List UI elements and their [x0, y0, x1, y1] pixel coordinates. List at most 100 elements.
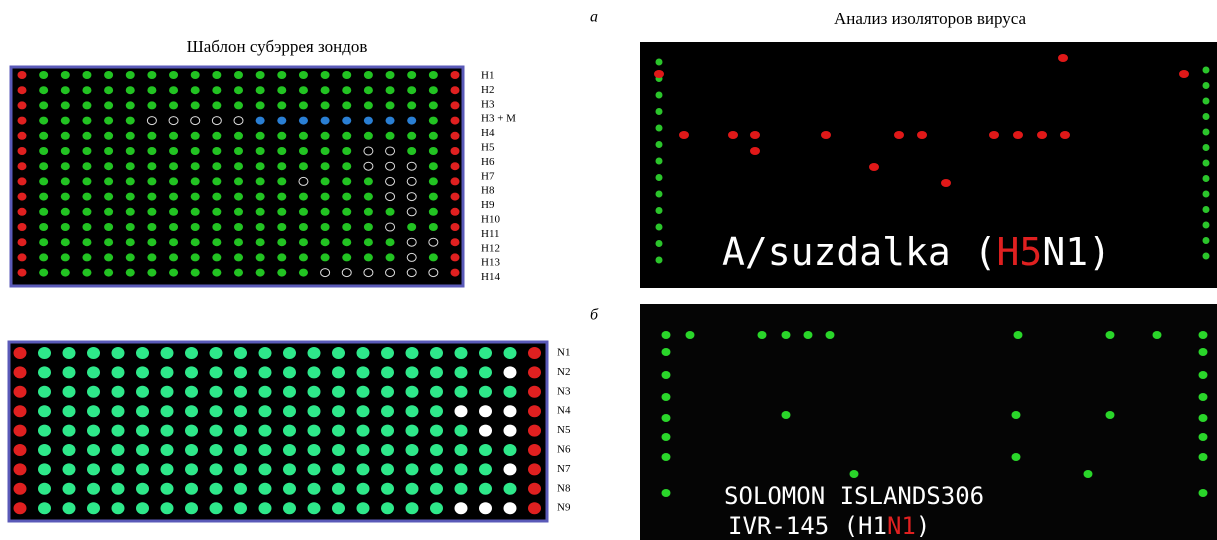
- spot: [381, 463, 394, 476]
- spot: [234, 101, 243, 110]
- spot: [430, 347, 443, 359]
- spot: [1198, 433, 1208, 441]
- spot: [342, 207, 352, 216]
- spot: [147, 131, 157, 140]
- spot: [428, 116, 438, 125]
- spot: [430, 366, 443, 379]
- spot: [277, 86, 287, 95]
- spot: [661, 453, 671, 461]
- spot: [125, 162, 135, 171]
- spot: [503, 366, 517, 379]
- spot: [405, 405, 419, 418]
- spot: [258, 366, 272, 379]
- spot: [234, 366, 247, 379]
- spot: [17, 147, 27, 155]
- spot: [528, 405, 541, 418]
- spot: [528, 424, 541, 437]
- spot: [60, 131, 70, 140]
- spot: [1152, 331, 1162, 339]
- spot: [169, 131, 179, 140]
- spot: [258, 444, 272, 456]
- spot: [136, 463, 149, 476]
- spot: [363, 207, 373, 216]
- spot: [82, 253, 92, 262]
- spot: [169, 253, 179, 262]
- spot: [1202, 66, 1210, 74]
- spot: [503, 444, 517, 456]
- spot: [655, 58, 663, 66]
- spot: [258, 385, 272, 398]
- spot: [258, 347, 272, 359]
- spot: [320, 116, 330, 125]
- spot: [454, 347, 468, 359]
- spot: [503, 347, 517, 359]
- spot: [160, 482, 174, 495]
- spot: [381, 424, 394, 437]
- spot: [406, 192, 417, 202]
- spot: [363, 268, 374, 278]
- spot: [169, 268, 179, 277]
- spot: [750, 131, 760, 139]
- spot: [298, 71, 308, 79]
- spot: [233, 116, 244, 126]
- spot: [332, 482, 345, 495]
- spot: [212, 177, 222, 186]
- spot: [17, 116, 27, 125]
- spot: [62, 424, 76, 437]
- spot: [430, 482, 443, 495]
- spot: [803, 331, 813, 339]
- spot: [1202, 159, 1210, 167]
- spot: [125, 86, 135, 95]
- spot: [428, 253, 438, 262]
- spot: [17, 238, 27, 247]
- spot: [1198, 348, 1208, 356]
- spot: [307, 502, 321, 515]
- spot: [428, 131, 438, 140]
- spot: [147, 207, 157, 216]
- spot: [255, 253, 265, 262]
- spot: [450, 177, 460, 186]
- spot: [528, 482, 541, 495]
- spot: [1013, 331, 1023, 339]
- spot: [1202, 221, 1210, 229]
- spot: [17, 253, 27, 262]
- spot: [407, 71, 417, 79]
- spot: [82, 268, 92, 277]
- spot: [39, 131, 49, 140]
- spot: [503, 385, 517, 398]
- spot: [160, 444, 174, 456]
- spot: [450, 131, 460, 140]
- spot: [661, 371, 671, 379]
- spot: [454, 502, 468, 515]
- spot: [209, 482, 223, 495]
- spot: [385, 238, 395, 247]
- spot: [1011, 453, 1021, 461]
- row-label: H6: [481, 156, 495, 168]
- spot: [750, 147, 760, 155]
- spot: [307, 444, 321, 456]
- spot: [685, 331, 695, 339]
- spot: [87, 463, 100, 476]
- spot: [454, 444, 468, 456]
- row-label: N1: [557, 347, 570, 359]
- row-label: H14: [481, 271, 500, 283]
- spot: [307, 405, 321, 418]
- spot: [385, 86, 395, 95]
- spot: [185, 366, 198, 379]
- dots: [13, 54, 1210, 515]
- spot: [87, 366, 100, 379]
- spot: [320, 147, 330, 155]
- spot: [298, 223, 308, 231]
- spot: [728, 131, 738, 139]
- spot: [385, 222, 396, 232]
- spot: [147, 86, 157, 95]
- spot: [298, 253, 308, 262]
- spot: [307, 424, 321, 437]
- spot: [38, 424, 51, 437]
- spot: [332, 444, 345, 456]
- spot: [234, 177, 243, 186]
- spot: [528, 366, 541, 379]
- spot: [160, 502, 174, 515]
- spot: [479, 366, 492, 379]
